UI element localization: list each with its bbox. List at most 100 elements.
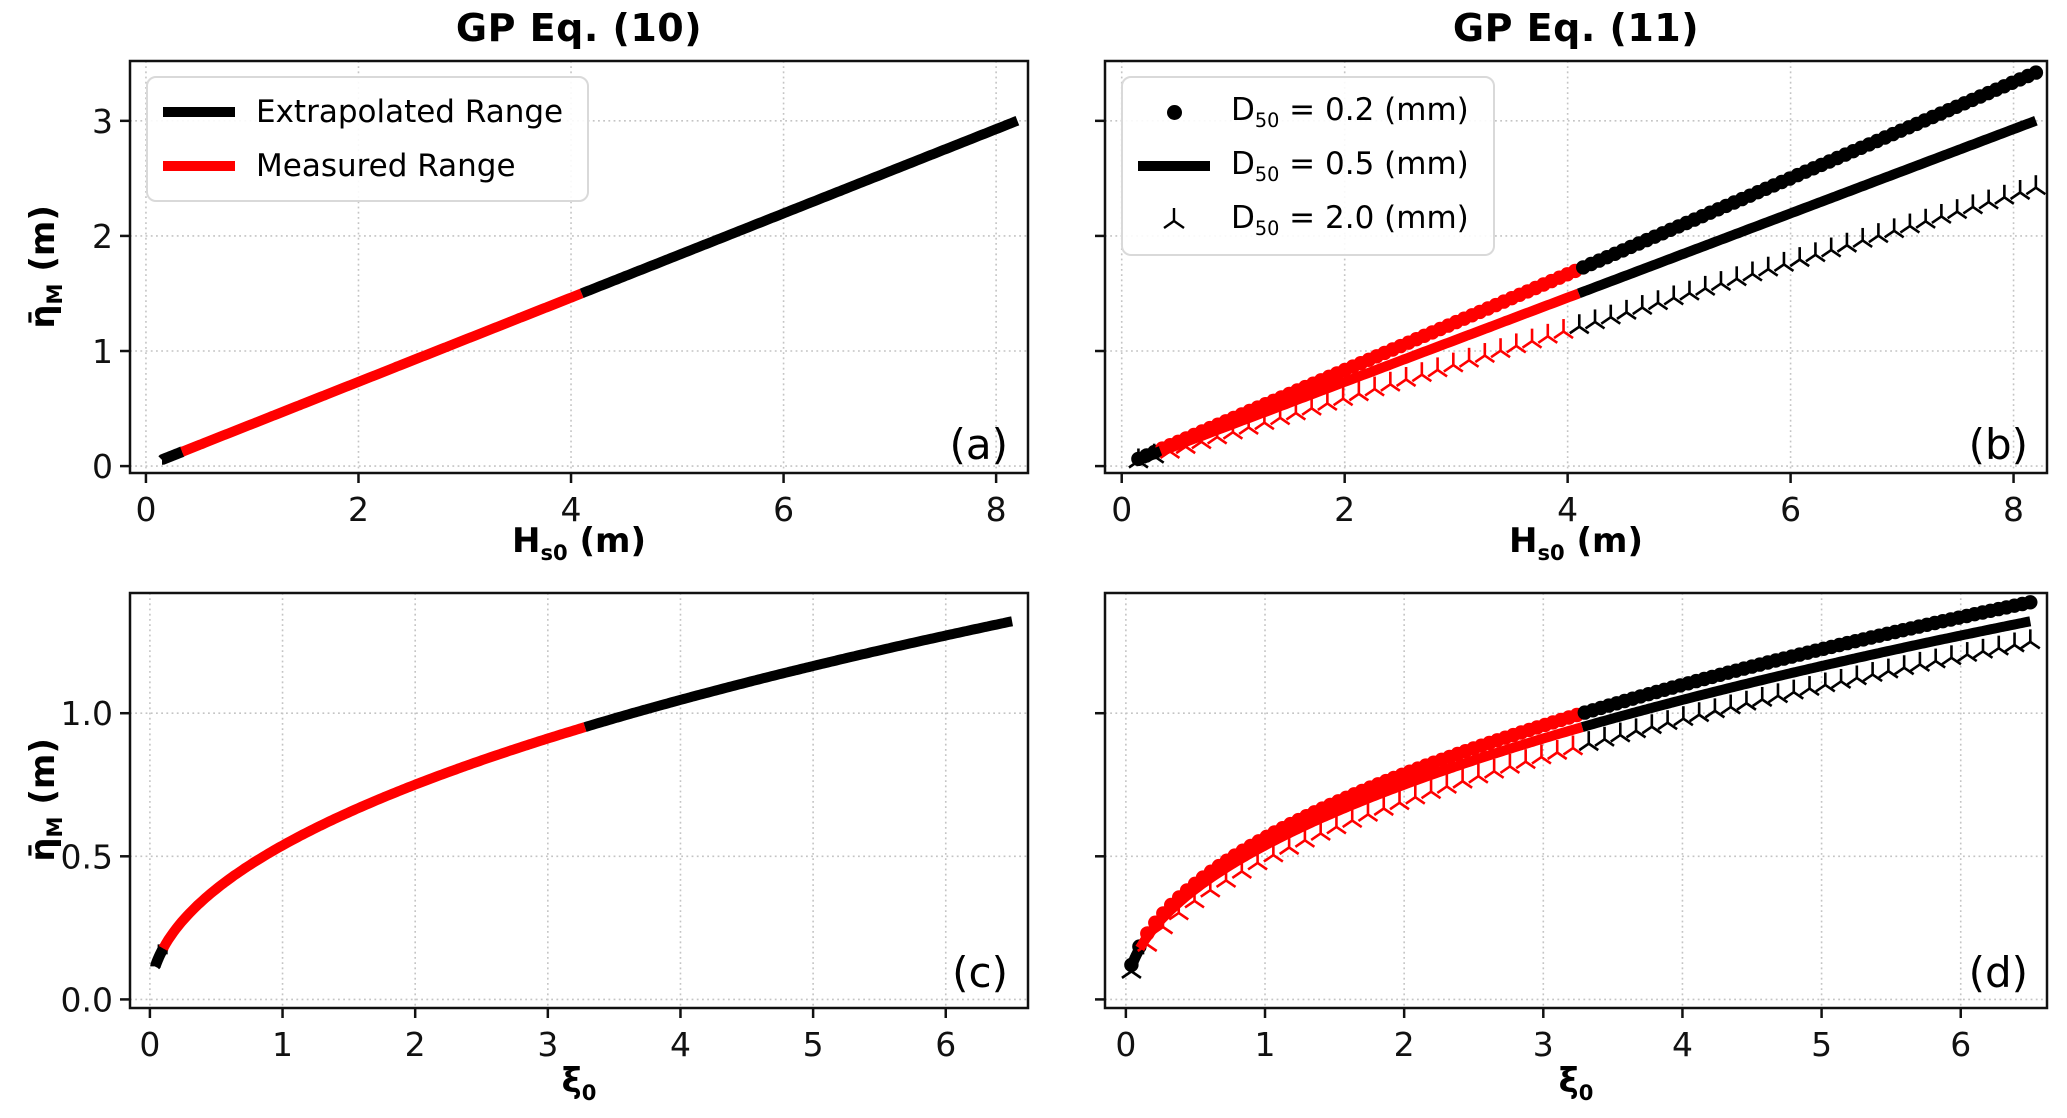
axes-spines [1103,59,2049,475]
ylabel-suffix: (m) [23,205,64,284]
panel-d-plot: 0 1 2 3 4 5 6 [1095,591,2049,1064]
x-tick-label: 0 [139,1025,160,1064]
x-tick-label: 4 [561,490,582,529]
x-tick-label: 8 [986,490,1007,529]
legend-item: Measured Range [160,140,563,192]
x-tick-label: 4 [670,1025,691,1064]
y-tick-label: 0.5 [61,837,113,876]
ylabel-base: η̄ [23,837,64,862]
x-tick-label: 1 [272,1025,293,1064]
x-tick-label: 6 [935,1025,956,1064]
series-d50-2.0-mm- [1128,175,2047,469]
ylabel-suffix: (m) [23,738,64,817]
panel-b-plot: 0 2 4 6 8 [1095,59,2049,529]
x-tick-label: 6 [773,490,794,529]
tick-marks [1095,119,2015,483]
xlabel-sub: s0 [1537,539,1565,565]
legend-swatch-dot [1135,104,1213,120]
y-tick-label: 3 [92,102,113,141]
xlabel-sub: 0 [581,1079,597,1105]
x-tick-label: 5 [1811,1025,1832,1064]
x-tick-label: 2 [348,490,369,529]
legend-label: Measured Range [256,148,516,184]
tick-marks [120,119,998,483]
y-tick-label: 1 [92,332,113,371]
legend-swatch-tri [1135,205,1213,235]
x-tick-label: 6 [1780,490,1801,529]
tick-marks [1095,711,1962,1018]
x-tick-label: 3 [537,1025,558,1064]
series-d50-0.2-mm- [1131,65,2044,467]
panel-a-title: GP Eq. (10) [455,6,703,50]
x-tick-label: 4 [1557,490,1578,529]
panel-b-title: GP Eq. (11) [1452,6,1700,50]
series-gp-eq.-10- [158,116,1020,465]
panel-a-legend: Extrapolated Range Measured Range [146,76,590,202]
legend-item: D50 = 0.5 (mm) [1135,140,1469,192]
tick-labels: 0 2 4 6 8 0 1 2 3 [92,102,1007,529]
ylabel-base: η̄ [23,304,64,329]
xlabel-base: H [1508,521,1538,561]
legend-label: D50 = 2.0 (mm) [1231,199,1469,241]
panel-d-xlabel: ξ0 [1105,1061,2047,1105]
legend-item: D50 = 2.0 (mm) [1135,194,1469,246]
xlabel-base: ξ [1558,1061,1579,1101]
panel-a-ylabel: η̄M (m) [23,107,67,427]
legend-swatch-line [160,161,238,171]
tick-labels: 0 1 2 3 4 5 6 [1115,1025,1971,1064]
y-tick-label: 1.0 [61,694,113,733]
x-tick-label: 2 [1334,490,1355,529]
x-tick-label: 6 [1950,1025,1971,1064]
panel-c-letter: (c) [952,948,1008,997]
panel-c-ylabel: η̄M (m) [23,640,67,960]
panel-c-xlabel: ξ0 [130,1061,1028,1105]
legend-swatch-line [1135,161,1213,171]
y-tick-label: 2 [92,217,113,256]
axes-spines [128,59,1030,475]
ylabel-sub: M [41,283,67,305]
axes-spines [128,591,1030,1010]
y-tick-label: 0.0 [61,980,113,1019]
ylabel-sub: M [41,816,67,838]
legend-label: Extrapolated Range [256,94,564,130]
legend-item: D50 = 0.2 (mm) [1135,86,1469,138]
tick-marks [120,711,948,1018]
x-tick-label: 5 [803,1025,824,1064]
x-tick-label: 8 [2003,490,2024,529]
legend-item: Extrapolated Range [160,86,563,138]
x-tick-label: 3 [1533,1025,1554,1064]
axes-spines [1103,591,2049,1010]
legend-label: D50 = 0.5 (mm) [1231,145,1469,187]
series-gp-eq.-10- [150,616,1014,970]
gridlines [1105,593,2047,1008]
panel-a-letter: (a) [949,420,1008,469]
series-d50-2.0-mm- [1121,629,2041,979]
legend-swatch-line [160,107,238,117]
series-d50-0.5-mm- [1135,116,2038,465]
x-tick-label: 2 [405,1025,426,1064]
x-tick-label: 0 [1115,1025,1136,1064]
x-tick-label: 1 [1255,1025,1276,1064]
x-tick-label: 2 [1394,1025,1415,1064]
xlabel-sub: s0 [540,539,568,565]
x-tick-label: 4 [1672,1025,1693,1064]
panel-d-letter: (d) [1968,948,2028,997]
panel-b-legend: D50 = 0.2 (mm) D50 = 0.5 (mm) D50 = 2.0 (m… [1121,76,1495,256]
y-tick-label: 0 [92,447,113,486]
legend-label: D50 = 0.2 (mm) [1231,91,1469,133]
gridlines [130,593,1028,1008]
panel-c-plot: 0 1 2 3 4 5 6 0.0 0.5 1.0 [61,591,1030,1064]
xlabel-suffix: (m) [1564,521,1644,561]
x-tick-label: 0 [1111,490,1132,529]
xlabel-base: ξ [561,1061,582,1101]
tick-labels: 0 1 2 3 4 5 6 0.0 0.5 1.0 [61,694,957,1064]
xlabel-suffix: (m) [567,521,647,561]
panel-a-xlabel: Hs0 (m) [130,521,1028,565]
panel-b-letter: (b) [1968,420,2028,469]
tick-labels: 0 2 4 6 8 [1111,490,2024,529]
xlabel-sub: 0 [1578,1079,1594,1105]
tri-up-marker-icon [1163,208,1185,229]
panel-b-xlabel: Hs0 (m) [1105,521,2047,565]
